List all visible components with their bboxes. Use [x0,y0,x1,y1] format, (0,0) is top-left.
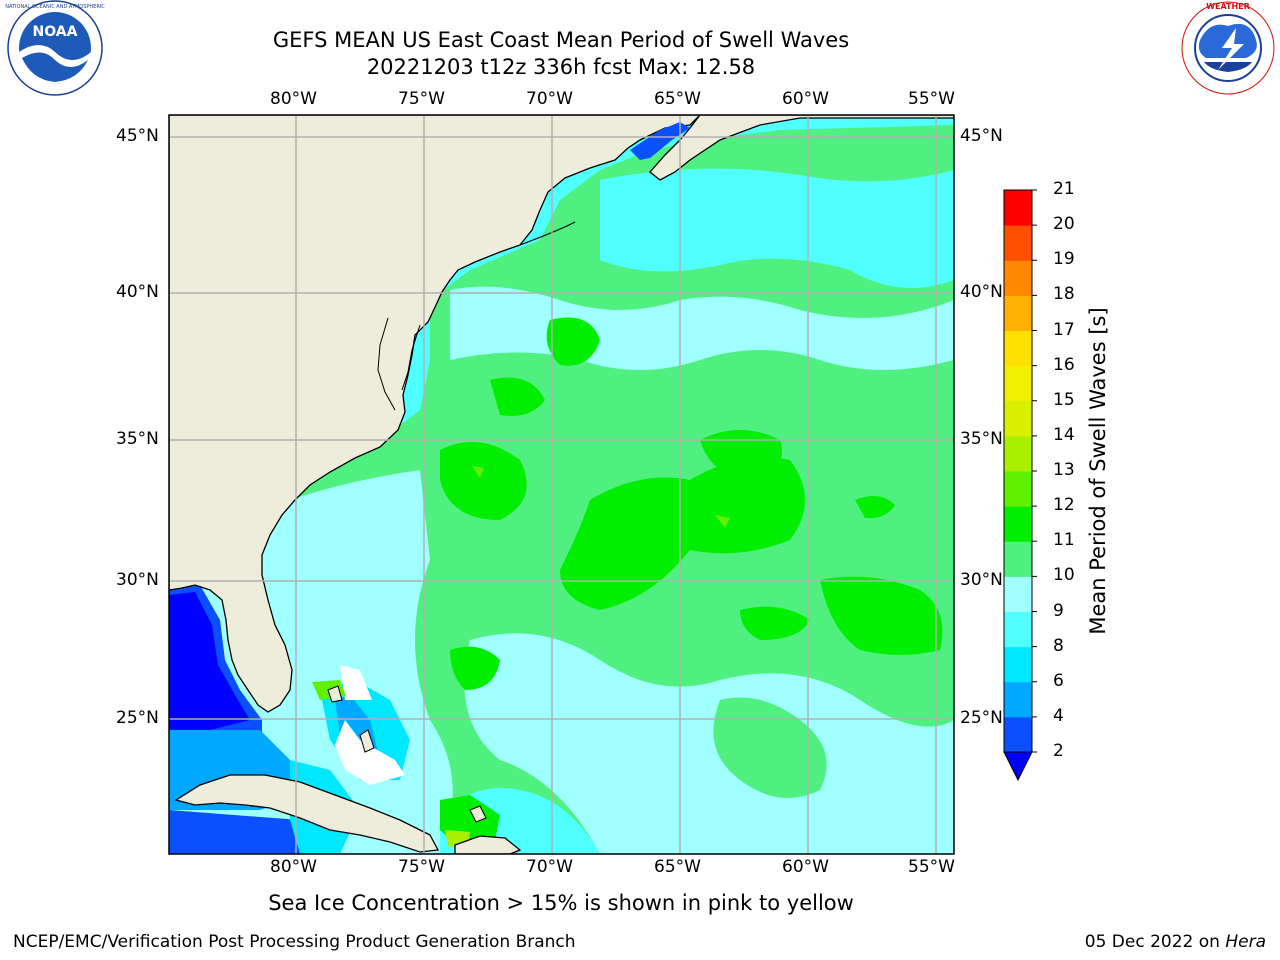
colorbar-swatch [1004,681,1032,718]
footer-credit: NCEP/EMC/Verification Post Processing Pr… [13,932,576,952]
land-cuba [174,774,440,853]
colorbar-tick-label: 9 [1053,600,1064,621]
colorbar-tick-label: 15 [1053,389,1075,410]
swell-period-field [169,115,954,854]
lon-label-top-75w: 75°W [398,89,445,109]
colorbar-tick-label: 20 [1053,214,1075,235]
lat-label-right-45n: 45°N [960,126,1003,146]
lat-label-right-35n: 35°N [960,429,1003,449]
footer-host: Hera [1225,932,1266,952]
colorbar-swatch [1004,295,1032,331]
lat-label-left-30n: 30°N [116,570,159,590]
colorbar-swatch [1004,506,1032,542]
colorbar-under-arrow [1003,751,1033,782]
colorbar-swatch [1004,611,1032,648]
colorbar-tick-label: 19 [1053,249,1075,270]
colorbar-swatch [1004,400,1032,437]
lon-label-top-70w: 70°W [526,89,573,109]
lon-label-bottom-75w: 75°W [398,857,445,877]
colorbar-tick-label: 6 [1053,670,1064,691]
land-north-america [169,115,701,713]
map-gridlines [169,115,954,854]
lat-label-right-30n: 30°N [960,570,1003,590]
sea-ice-caption: Sea Ice Concentration > 15% is shown in … [268,891,854,915]
map-frame [168,114,955,855]
svg-text:WEATHER: WEATHER [1206,2,1250,11]
lat-label-left-25n: 25°N [116,708,159,728]
lat-label-left-45n: 45°N [116,126,159,146]
colorbar-tick-label: 12 [1053,495,1075,516]
colorbar-swatch [1004,716,1032,753]
lat-label-right-25n: 25°N [960,708,1003,728]
footer-date-text: 05 Dec 2022 on [1084,932,1226,952]
lon-label-bottom-60w: 60°W [782,857,829,877]
colorbar-tick-label: 11 [1053,530,1075,551]
colorbar-tick-label: 18 [1053,284,1075,305]
lon-label-bottom-65w: 65°W [654,857,701,877]
colorbar-swatch [1004,471,1032,507]
svg-text:NATIONAL OCEANIC AND ATMOSPHER: NATIONAL OCEANIC AND ATMOSPHERIC [5,4,105,10]
chart-title: GEFS MEAN US East Coast Mean Period of S… [272,28,850,52]
lon-label-bottom-70w: 70°W [526,857,573,877]
colorbar-swatch [1004,225,1032,261]
colorbar-title: Mean Period of Swell Waves [s] [1086,307,1110,635]
footer-date: 05 Dec 2022 on Hera [1085,932,1266,952]
lon-label-top-60w: 60°W [782,89,829,109]
colorbar-swatch [1004,646,1032,683]
lon-label-bottom-55w: 55°W [908,857,955,877]
colorbar-swatch [1004,541,1032,577]
colorbar-swatch [1004,330,1032,367]
colorbar-tick-label: 10 [1053,565,1075,586]
colorbar-tick-label: 21 [1053,179,1075,199]
lat-label-right-40n: 40°N [960,282,1003,302]
colorbar-swatch [1004,260,1032,296]
colorbar-tick-label: 13 [1053,460,1075,480]
colorbar-tick-label: 4 [1053,705,1064,726]
colorbar-tick-label: 2 [1053,741,1064,761]
noaa-logo-text: NOAA [33,24,78,40]
lon-label-bottom-80w: 80°W [270,857,317,877]
colorbar-swatch [1004,576,1032,612]
colorbar-swatch [1004,365,1032,402]
lon-label-top-55w: 55°W [908,89,955,109]
colorbar-tick-label: 14 [1053,424,1075,445]
colorbar-swatch [1004,190,1032,226]
noaa-logo-icon: NOAA NATIONAL OCEANIC AND ATMOSPHERIC [5,0,105,96]
lon-label-top-65w: 65°W [654,89,701,109]
colorbar-tick-label: 17 [1053,319,1075,340]
colorbar [1003,189,1037,782]
colorbar-swatch [1004,435,1032,472]
land-hispaniola [454,835,522,854]
lat-label-left-35n: 35°N [116,429,159,449]
land-nova-scotia [649,115,954,181]
colorbar-tick-label: 8 [1053,635,1064,656]
lat-label-left-40n: 40°N [116,282,159,302]
colorbar-tick-label: 16 [1053,354,1075,375]
chart-subtitle: 20221203 t12z 336h fcst Max: 12.58 [366,55,756,79]
lon-label-top-80w: 80°W [270,89,317,109]
nws-logo-icon: WEATHER [1181,1,1275,95]
